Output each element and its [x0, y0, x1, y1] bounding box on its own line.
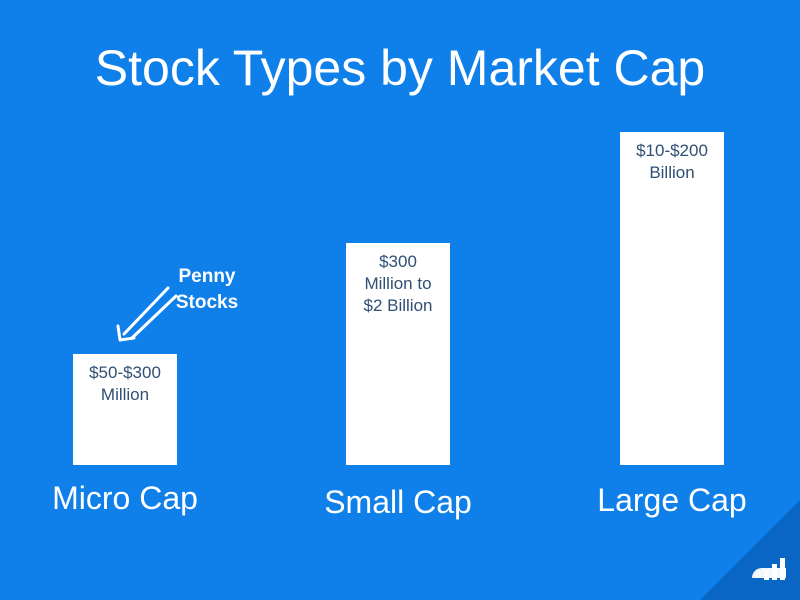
data-label-small-cap: $300 Million to $2 Billion — [346, 251, 450, 317]
annotation-penny-stocks-line-0: Penny — [178, 266, 236, 287]
logo-icon — [700, 500, 800, 600]
bar-small-cap: $300 Million to $2 Billion — [346, 243, 450, 465]
category-label-micro-cap: Micro Cap — [52, 480, 198, 516]
data-label-small-cap-line-1: Million to — [364, 274, 432, 293]
bar-micro-cap: $50-$300 Million — [73, 354, 177, 465]
data-label-large-cap-line-0: $10-$200 — [636, 141, 708, 160]
chart-title: Stock Types by Market Cap — [94, 40, 706, 96]
data-label-small-cap-line-2: $2 Billion — [363, 296, 433, 315]
arrow-icon — [116, 286, 178, 342]
data-label-micro-cap-line-0: $50-$300 — [89, 363, 161, 382]
data-label-small-cap-line-0: $300 — [379, 252, 417, 271]
data-label-micro-cap: $50-$300 Million — [73, 362, 177, 406]
annotation-penny-stocks-line-1: Stocks — [175, 292, 239, 313]
category-label-large-cap: Large Cap — [597, 482, 747, 518]
data-label-large-cap-line-1: Billion — [649, 163, 695, 182]
annotation-penny-stocks: Penny Stocks — [162, 264, 252, 316]
bar-large-cap: $10-$200 Billion — [620, 132, 724, 465]
category-label-small-cap: Small Cap — [324, 484, 472, 520]
data-label-large-cap: $10-$200 Billion — [620, 140, 724, 184]
data-label-micro-cap-line-1: Million — [100, 385, 150, 404]
